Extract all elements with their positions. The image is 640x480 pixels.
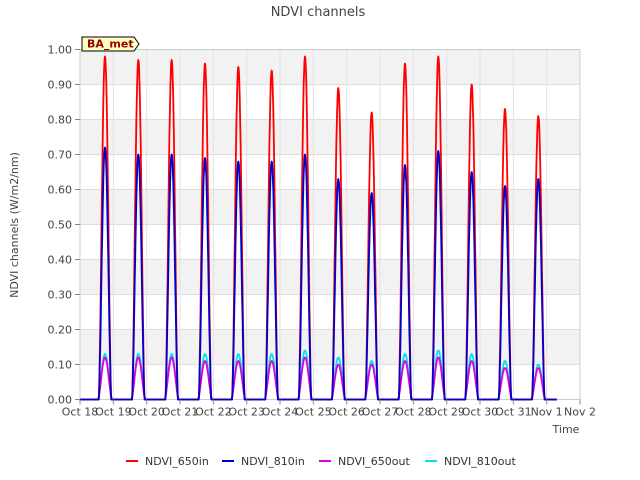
x-tick-label: Nov 1 bbox=[531, 406, 563, 419]
y-tick-label: 0.00 bbox=[48, 394, 73, 407]
y-tick-label: 0.70 bbox=[48, 149, 73, 162]
legend-label: NDVI_810out bbox=[444, 455, 516, 468]
x-tick-label: Oct 30 bbox=[462, 406, 499, 419]
series-line-ndvi_810in bbox=[80, 146, 557, 401]
y-tick-label: 0.10 bbox=[48, 359, 73, 372]
y-tick-label: 0.90 bbox=[48, 79, 73, 92]
series-layer bbox=[80, 55, 557, 401]
x-tick-label: Oct 29 bbox=[428, 406, 465, 419]
legend-label: NDVI_810in bbox=[241, 455, 305, 468]
y-tick-label: 0.80 bbox=[48, 114, 73, 127]
x-tick-label: Oct 24 bbox=[262, 406, 299, 419]
x-tick-label: Oct 22 bbox=[195, 406, 232, 419]
y-tick-label: 0.60 bbox=[48, 184, 73, 197]
x-tick-label: Oct 25 bbox=[295, 406, 332, 419]
band-7 bbox=[80, 119, 580, 155]
x-tick-label: Oct 27 bbox=[362, 406, 399, 419]
x-tick-label: Oct 28 bbox=[395, 406, 432, 419]
y-tick-label: 0.30 bbox=[48, 289, 73, 302]
x-tick-label: Oct 26 bbox=[328, 406, 365, 419]
x-tick-label: Oct 19 bbox=[95, 406, 132, 419]
legend-label: NDVI_650in bbox=[145, 455, 209, 468]
y-tick-label: 0.50 bbox=[48, 219, 73, 232]
background-bands bbox=[80, 49, 580, 365]
y-tick-label: 0.40 bbox=[48, 254, 73, 267]
x-axis-label: Time bbox=[552, 423, 580, 436]
band-1 bbox=[80, 329, 580, 365]
x-tick-label: Nov 2 bbox=[564, 406, 596, 419]
x-tick-label: Oct 31 bbox=[495, 406, 532, 419]
band-5 bbox=[80, 189, 580, 225]
site-badge-label: BA_met bbox=[87, 38, 134, 51]
x-tick-label: Oct 23 bbox=[228, 406, 265, 419]
x-tick-label: Oct 21 bbox=[162, 406, 199, 419]
band-9 bbox=[80, 49, 580, 85]
y-axis-ticks: 0.00 0.10 0.20 0.30 0.40 0.50 0.60 0.70 0.80 0.90… bbox=[48, 44, 80, 407]
legend: NDVI_650in NDVI_810in NDVI_650out NDVI_810o… bbox=[126, 455, 516, 468]
chart-title: NDVI channels bbox=[271, 5, 366, 20]
y-tick-label: 1.00 bbox=[48, 44, 73, 57]
y-tick-label: 0.20 bbox=[48, 324, 73, 337]
site-badge: BA_met bbox=[81, 36, 140, 52]
x-tick-label: Oct 18 bbox=[62, 406, 99, 419]
legend-label: NDVI_650out bbox=[338, 455, 410, 468]
x-tick-label: Oct 20 bbox=[128, 406, 165, 419]
band-3 bbox=[80, 259, 580, 295]
y-axis-label: NDVI channels (W/m2/nm) bbox=[8, 152, 21, 298]
